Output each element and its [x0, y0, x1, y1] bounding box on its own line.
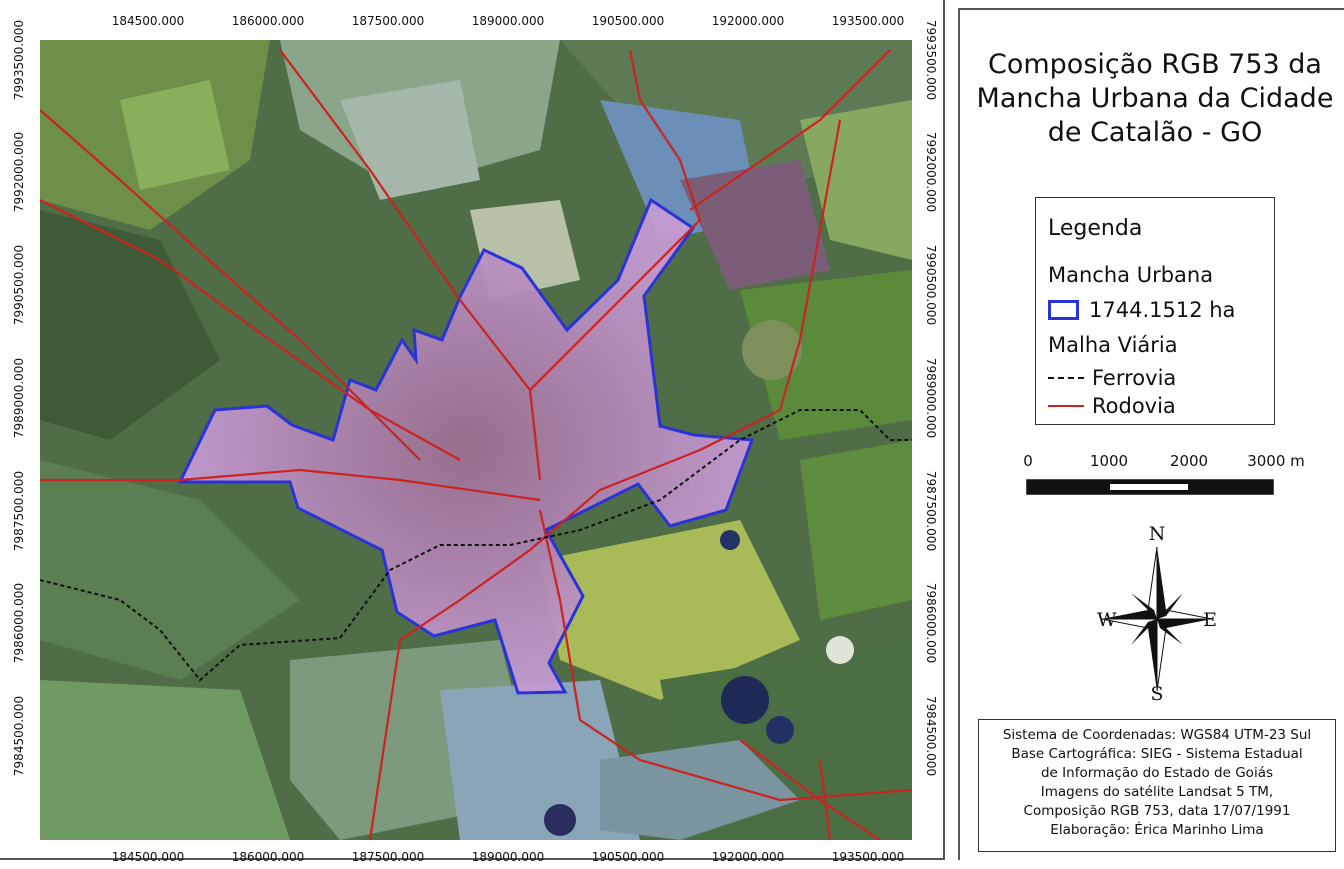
satellite-map [40, 40, 912, 840]
map-title: Composição RGB 753 da Mancha Urbana da C… [975, 48, 1335, 150]
y-tick-left-5: 7987500.000 [12, 470, 26, 552]
y-tick-right-4: 7989000.000 [924, 357, 938, 439]
map-title-line-3: de Catalão - GO [1047, 117, 1263, 148]
map-title-line-1: Composição RGB 753 da [988, 49, 1322, 80]
railway-line [40, 409, 912, 682]
y-tick-right-2: 7992000.000 [924, 131, 938, 213]
x-tick-bottom-5: 190500.000 [591, 850, 665, 864]
credit-composition-date: Composição RGB 753, data 17/07/1991 [1023, 803, 1291, 819]
x-tick-top-1: 184500.000 [111, 14, 185, 28]
scale-bar-graphic [1026, 479, 1274, 495]
road-line-swatch [1048, 405, 1084, 407]
x-tick-bottom-7: 193500.000 [831, 850, 905, 864]
compass-rose-icon [1101, 546, 1213, 692]
y-tick-left-3: 7990500.000 [12, 244, 26, 326]
y-tick-left-1: 7993500.000 [12, 19, 26, 101]
x-tick-bottom-1: 184500.000 [111, 850, 185, 864]
land-cover-patches [40, 40, 912, 840]
y-tick-left-4: 7989000.000 [12, 357, 26, 439]
legend-item-urban: 1744.1512 ha [1048, 298, 1235, 322]
credit-coordinate-system: Sistema de Coordenadas: WGS84 UTM-23 Sul [1002, 727, 1312, 743]
y-tick-left-6: 7986000.000 [12, 582, 26, 664]
legend-group-urban: Mancha Urbana [1048, 263, 1214, 287]
legend-title: Legenda [1048, 216, 1143, 241]
credits-box: Sistema de Coordenadas: WGS84 UTM-23 Sul… [978, 719, 1336, 852]
legend-urban-value: 1744.1512 ha [1089, 298, 1236, 322]
x-tick-top-6: 192000.000 [711, 14, 785, 28]
scale-label-3000: 3000 m [1247, 452, 1305, 470]
x-tick-bottom-2: 186000.000 [231, 850, 305, 864]
urban-area-fill [180, 200, 752, 693]
y-tick-right-5: 7987500.000 [924, 470, 938, 552]
legend-road-label: Rodovia [1092, 394, 1176, 418]
x-tick-top-5: 190500.000 [591, 14, 665, 28]
y-tick-right-3: 7990500.000 [924, 244, 938, 326]
credit-satellite-images: Imagens do satélite Landsat 5 TM, [1040, 784, 1274, 800]
scale-label-0: 0 [1023, 452, 1033, 470]
x-tick-top-3: 187500.000 [351, 14, 425, 28]
x-tick-top-7: 193500.000 [831, 14, 905, 28]
rail-line-swatch [1048, 377, 1084, 379]
legend-box: Legenda Mancha Urbana 1744.1512 ha Malha… [1035, 197, 1275, 425]
compass-s: S [1150, 683, 1163, 702]
y-tick-right-6: 7986000.000 [924, 582, 938, 664]
scale-label-2000: 2000 [1169, 452, 1209, 470]
scale-label-1000: 1000 [1089, 452, 1129, 470]
north-arrow-compass: N S W E [1097, 523, 1217, 702]
x-tick-bottom-4: 189000.000 [471, 850, 545, 864]
legend-group-roads: Malha Viária [1048, 333, 1178, 357]
map-frame: 184500.000 186000.000 187500.000 189000.… [0, 0, 945, 864]
legend-rail-label: Ferrovia [1092, 366, 1177, 390]
compass-n: N [1149, 523, 1166, 545]
credit-base-cartographic: Base Cartográfica: SIEG - Sistema Estadu… [1011, 746, 1303, 762]
credit-author: Elaboração: Érica Marinho Lima [1050, 822, 1264, 838]
x-tick-bottom-3: 187500.000 [351, 850, 425, 864]
y-tick-right-1: 7993500.000 [924, 19, 938, 101]
legend-item-road: Rodovia [1048, 394, 1176, 418]
scale-bar: 0 1000 2000 3000 m [960, 450, 1344, 500]
y-tick-right-7: 7984500.000 [924, 695, 938, 777]
y-tick-left-2: 7992000.000 [12, 131, 26, 213]
x-tick-bottom-6: 192000.000 [711, 850, 785, 864]
legend-item-rail: Ferrovia [1048, 366, 1176, 390]
x-tick-top-4: 189000.000 [471, 14, 545, 28]
credit-base-cartographic-cont: de Informação do Estado de Goiás [1040, 765, 1273, 781]
x-tick-top-2: 186000.000 [231, 14, 305, 28]
road-network [40, 49, 912, 840]
map-title-line-2: Mancha Urbana da Cidade [976, 83, 1334, 114]
urban-polygon-swatch [1048, 300, 1079, 320]
y-tick-left-7: 7984500.000 [12, 695, 26, 777]
urban-boundary [177, 197, 755, 695]
layout-panel: Composição RGB 753 da Mancha Urbana da C… [958, 8, 1344, 860]
compass-e: E [1203, 609, 1217, 631]
